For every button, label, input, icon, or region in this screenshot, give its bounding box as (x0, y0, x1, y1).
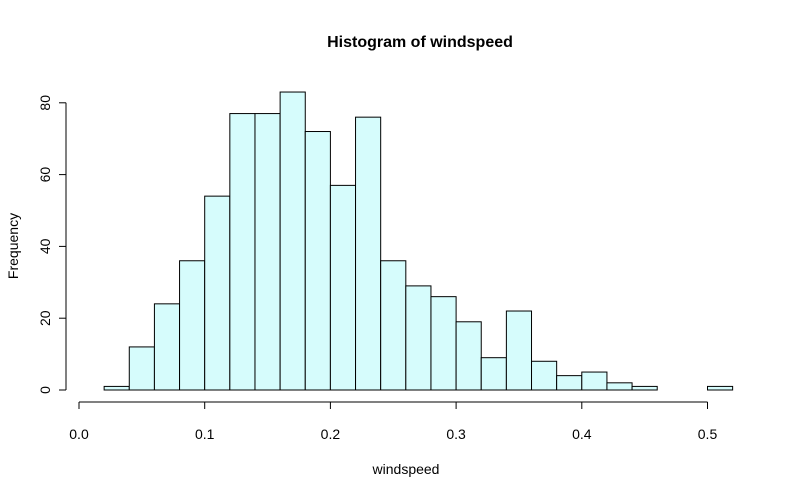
x-tick-label: 0.3 (446, 426, 466, 442)
x-tick-label: 0.5 (698, 426, 718, 442)
histogram-bar (355, 116, 382, 391)
x-tick-label: 0.2 (321, 426, 341, 442)
y-tick-label: 80 (37, 95, 53, 111)
histogram-bar (707, 385, 734, 391)
histogram-bar (103, 385, 130, 391)
histogram-bar (581, 371, 608, 391)
histogram-bar (380, 260, 407, 391)
x-axis: 0.0 0.1 0.2 0.3 0.4 0.5 (69, 401, 718, 442)
histogram-bar (430, 296, 457, 391)
y-tick-label: 0 (37, 386, 53, 394)
chart-title: Histogram of windspeed (327, 34, 513, 51)
histogram-bar (204, 195, 231, 391)
x-axis-label: windspeed (372, 461, 440, 477)
histogram-bar (329, 184, 357, 391)
x-tick-label: 0.0 (69, 426, 89, 442)
histogram-bar (405, 285, 432, 391)
y-tick-label: 40 (37, 238, 53, 254)
histogram-bar (153, 303, 181, 391)
y-tick-label: 60 (37, 167, 53, 183)
histogram-bar (531, 360, 558, 391)
histogram-bar (480, 357, 507, 391)
histogram-bar (229, 113, 256, 391)
histogram-bar (254, 113, 281, 391)
x-tick-label: 0.4 (572, 426, 592, 442)
histogram-bars (103, 91, 734, 391)
x-tick-label: 0.1 (195, 426, 215, 442)
histogram-bar (179, 260, 206, 391)
y-axis-label: Frequency (5, 213, 21, 279)
histogram-bar (279, 91, 306, 391)
histogram-bar (631, 385, 658, 391)
histogram-bar (606, 382, 633, 391)
histogram-bar (505, 310, 533, 391)
y-tick-label: 20 (37, 310, 53, 326)
histogram-bar (556, 375, 583, 391)
histogram-bar (128, 346, 155, 391)
histogram-bar (455, 321, 482, 391)
y-axis: 0 20 40 60 80 (37, 95, 67, 394)
histogram-bar (304, 131, 331, 391)
